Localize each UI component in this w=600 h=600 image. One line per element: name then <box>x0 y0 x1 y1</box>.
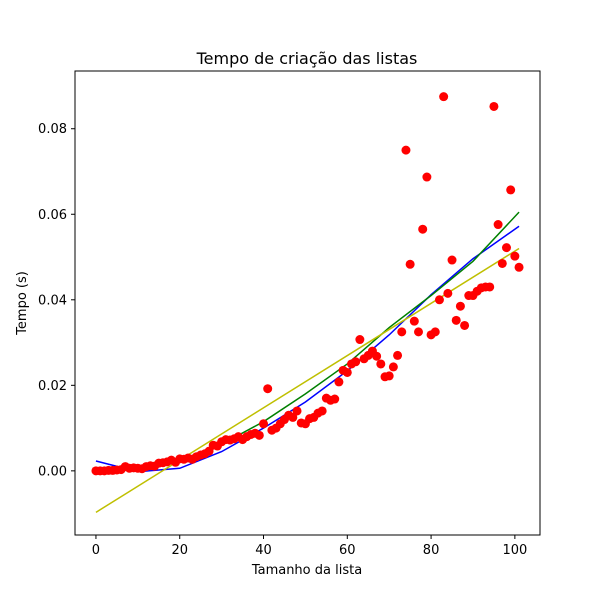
data-point <box>259 419 269 429</box>
data-point <box>405 259 415 269</box>
data-point <box>334 377 344 387</box>
chart-title: Tempo de criação das listas <box>196 49 418 68</box>
data-point <box>430 327 440 337</box>
x-tick-label: 60 <box>339 543 356 558</box>
data-point <box>455 301 465 311</box>
data-point <box>489 101 499 111</box>
data-point <box>397 327 407 337</box>
x-tick-label: 40 <box>255 543 272 558</box>
data-point <box>447 255 457 265</box>
data-point <box>376 359 386 369</box>
x-tick-label: 0 <box>92 543 100 558</box>
data-point <box>418 224 428 234</box>
data-point <box>317 406 327 416</box>
y-tick-label: 0.02 <box>38 379 67 394</box>
y-tick-label: 0.04 <box>38 293 67 308</box>
data-point <box>263 384 273 394</box>
data-point <box>460 320 470 330</box>
data-point <box>493 220 503 230</box>
data-point <box>351 357 361 367</box>
axes-frame <box>74 70 541 536</box>
data-point <box>393 350 403 360</box>
data-point <box>372 351 382 361</box>
data-point <box>422 172 432 182</box>
y-axis-label: Tempo (s) <box>15 271 30 336</box>
data-point <box>355 335 365 345</box>
data-point <box>506 185 516 195</box>
data-point <box>384 371 394 381</box>
data-point <box>501 243 511 253</box>
data-point <box>388 362 398 372</box>
data-point <box>401 145 411 155</box>
data-point <box>510 251 520 261</box>
series-layer <box>91 92 524 513</box>
x-axis-label: Tamanho da lista <box>251 563 362 578</box>
data-point <box>342 367 352 377</box>
data-point <box>497 258 507 268</box>
x-tick-label: 20 <box>171 543 188 558</box>
data-point <box>414 327 424 337</box>
x-tick-label: 80 <box>423 543 440 558</box>
data-point <box>288 412 298 422</box>
x-tick-label: 100 <box>502 543 527 558</box>
data-point <box>254 430 264 440</box>
data-point <box>330 394 340 404</box>
data-point <box>439 92 449 102</box>
y-tick-label: 0.08 <box>38 122 67 137</box>
y-tick-label: 0.06 <box>38 208 67 223</box>
ticks-layer: 0 20 40 60 80 100 0.00 0.02 0.04 0.06 0.08 <box>38 70 541 558</box>
data-point <box>451 315 461 325</box>
data-point <box>409 316 419 326</box>
data-point <box>434 295 444 305</box>
data-point <box>485 282 495 292</box>
data-point <box>292 406 302 416</box>
data-point <box>443 288 453 298</box>
data-point <box>514 262 524 272</box>
y-tick-label: 0.00 <box>38 464 67 479</box>
